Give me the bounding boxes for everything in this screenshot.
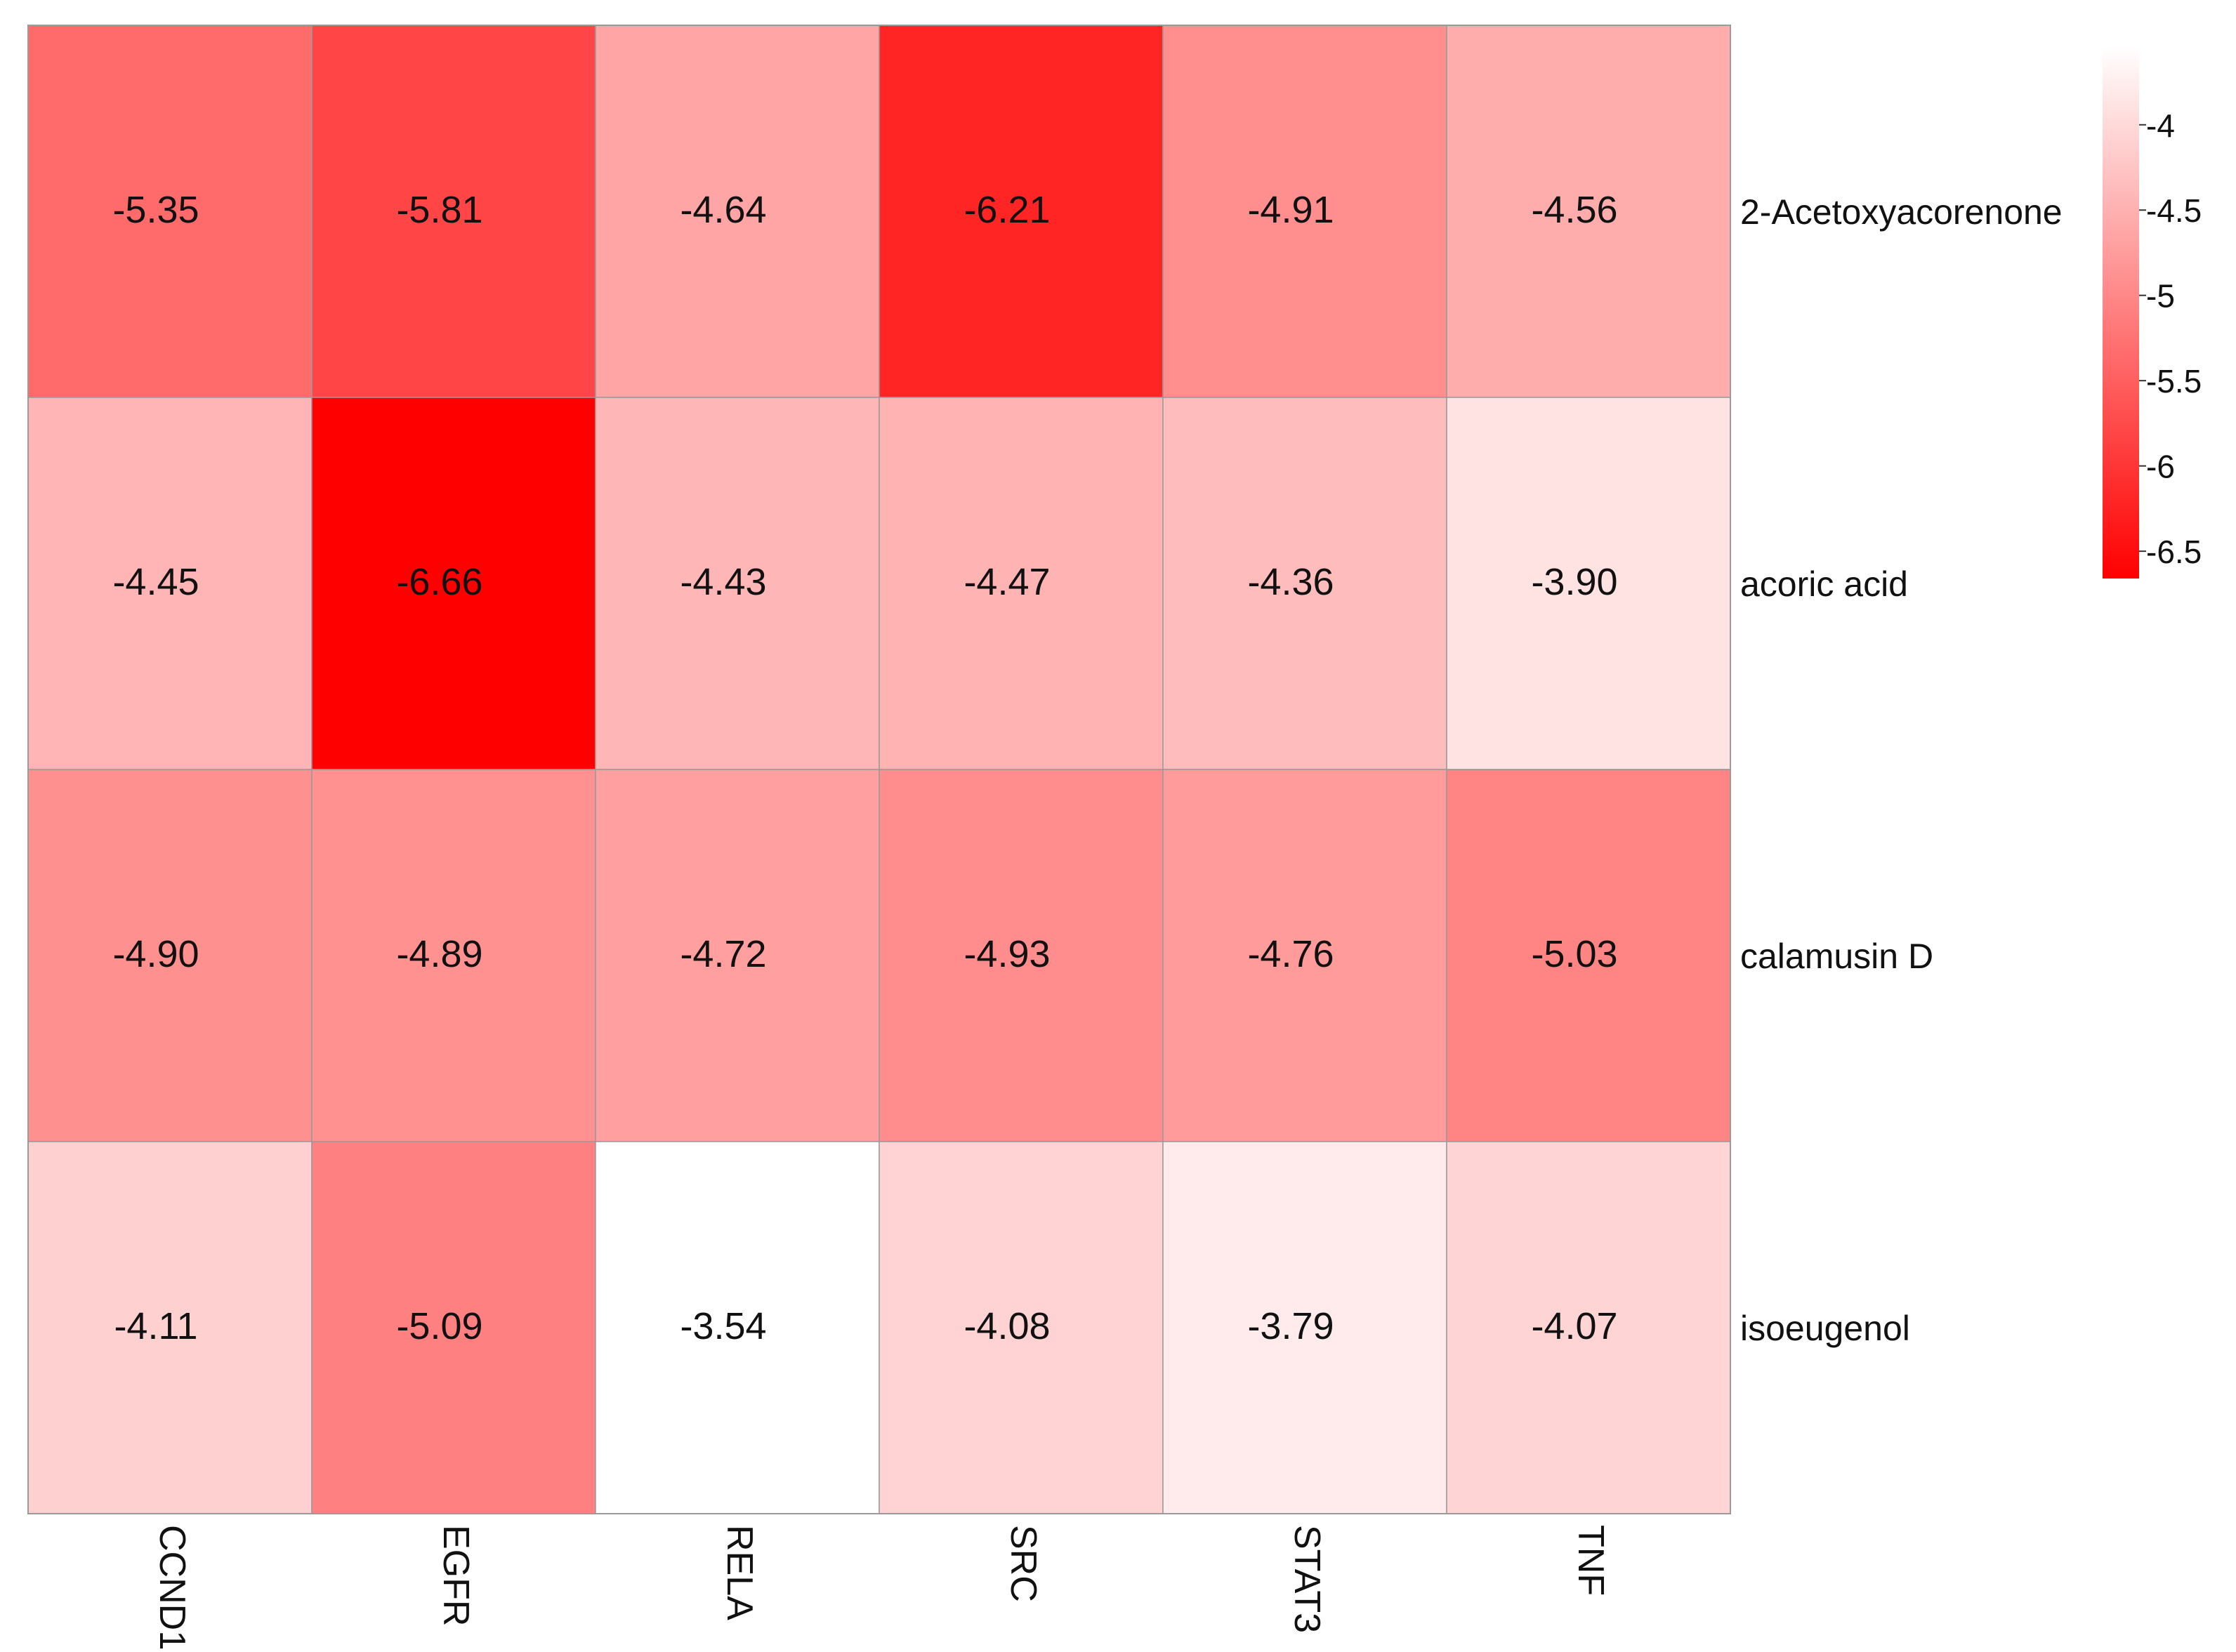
cell-value-label: -4.91 (1247, 189, 1334, 231)
heatmap-border (27, 25, 1731, 1514)
heatmap-cell-calamusin-d-egfr (311, 769, 596, 1142)
cell-value-label: -5.03 (1531, 933, 1617, 975)
cell-value-label: -4.47 (964, 561, 1050, 603)
heatmap-cell-calamusin-d-stat3 (1162, 769, 1447, 1142)
heatmap-cell-acoric-acid-ccnd1 (27, 397, 313, 770)
heatmap-cell-isoeugenol-ccnd1 (27, 1141, 313, 1514)
heatmap-cell-2-acetoxyacorenone-src (879, 25, 1164, 398)
heatmap-cell-2-acetoxyacorenone-tnf (1446, 25, 1731, 398)
cell-value-label: -6.66 (396, 561, 482, 603)
colorbar: -4 -4.5 -5 -5.5 -6 -6.5 (2103, 46, 2202, 579)
colorbar-gradient (2103, 46, 2139, 579)
cell-value-label: -5.09 (396, 1305, 482, 1347)
row-label-calamusin-d: calamusin D (1740, 937, 1933, 976)
column-label-rela: RELA (719, 1525, 760, 1620)
column-label-stat3: STAT3 (1287, 1525, 1327, 1633)
cell-value-label: -4.43 (680, 561, 766, 603)
heatmap-cell-2-acetoxyacorenone-ccnd1 (27, 25, 313, 398)
column-label-ccnd1: CCND1 (152, 1525, 192, 1648)
heatmap-cell-labels: -5.35 -5.81 -4.64 -6.21 -4.91 -4.56 -4.45 -6.66… (112, 189, 1617, 1347)
row-label-isoeugenol: isoeugenol (1740, 1309, 1910, 1348)
row-label-2-acetoxyacorenone: 2-Acetoxyacorenone (1740, 192, 2063, 232)
cell-value-label: -4.93 (964, 933, 1050, 975)
cell-value-label: -6.21 (964, 189, 1050, 231)
heatmap-cell-calamusin-d-tnf (1446, 769, 1731, 1142)
cell-value-label: -4.11 (114, 1305, 197, 1347)
cell-value-label: -5.81 (396, 189, 482, 231)
cell-value-label: -4.07 (1531, 1305, 1617, 1347)
cell-value-label: -3.79 (1247, 1305, 1334, 1347)
colorbar-tick-label: -4 (2146, 107, 2175, 144)
heatmap-cell-calamusin-d-rela (595, 769, 880, 1142)
cell-value-label: -4.36 (1247, 561, 1334, 603)
column-label-tnf: TNF (1570, 1525, 1611, 1596)
colorbar-tick-label: -5.5 (2146, 363, 2202, 399)
heatmap-cell-calamusin-d-src (879, 769, 1164, 1142)
cell-value-label: -4.56 (1531, 189, 1617, 231)
heatmap-cell-isoeugenol-egfr (311, 1141, 596, 1514)
heatmap-cell-2-acetoxyacorenone-egfr (311, 25, 596, 398)
colorbar-tick-label: -6 (2146, 449, 2175, 485)
heatmap-cell-isoeugenol-src (879, 1141, 1164, 1514)
cell-value-label: -4.08 (964, 1305, 1050, 1347)
cell-value-label: -4.64 (680, 189, 766, 231)
row-labels: 2-Acetoxyacorenone acoric acid calamusin D… (1740, 192, 2063, 1348)
cell-value-label: -4.90 (112, 933, 199, 975)
cell-value-label: -4.76 (1247, 933, 1334, 975)
cell-value-label: -4.89 (396, 933, 482, 975)
cell-value-label: -5.35 (112, 189, 199, 231)
cell-value-label: -4.45 (112, 561, 199, 603)
row-label-acoric-acid: acoric acid (1740, 564, 1908, 604)
cell-value-label: -3.90 (1531, 561, 1617, 603)
heatmap-cell-acoric-acid-tnf (1446, 397, 1731, 770)
heatmap-cell-isoeugenol-stat3 (1162, 1141, 1447, 1514)
heatmap-cell-calamusin-d-ccnd1 (27, 769, 313, 1142)
column-label-src: SRC (1003, 1525, 1044, 1602)
column-label-egfr: EGFR (435, 1525, 476, 1626)
heatmap-cell-2-acetoxyacorenone-stat3 (1162, 25, 1447, 398)
heatmap-cells (27, 25, 1731, 1514)
cell-value-label: -4.72 (680, 933, 766, 975)
heatmap-cell-acoric-acid-src (879, 397, 1164, 770)
colorbar-tick-label: -5 (2146, 278, 2175, 315)
colorbar-tick-label: -6.5 (2146, 534, 2202, 570)
column-labels: CCND1 EGFR RELA SRC STAT3 TNF (152, 1525, 1611, 1651)
cell-value-label: -3.54 (680, 1305, 766, 1347)
heatmap-cell-acoric-acid-egfr (311, 397, 596, 770)
colorbar-tick-label: -4.5 (2146, 192, 2202, 229)
heatmap-cell-isoeugenol-rela (595, 1141, 880, 1514)
